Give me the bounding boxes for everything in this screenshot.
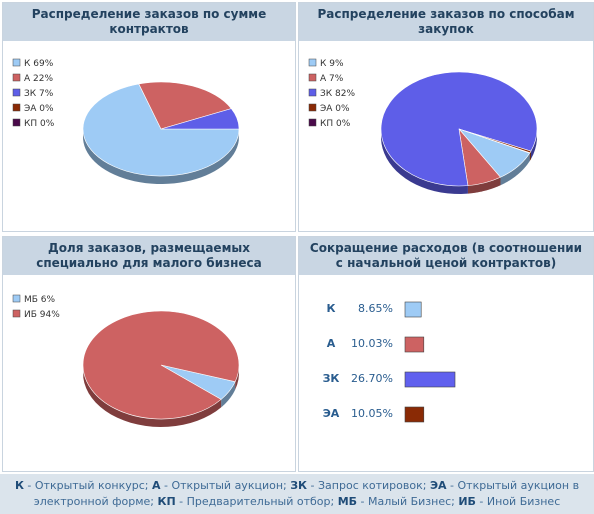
chart-area: К 8.65% А 10.03% ЗК 26.70% ЭА 10.05% [299, 275, 593, 471]
bar-value-label: 10.05% [351, 407, 393, 420]
bar-value-label: 8.65% [358, 302, 393, 315]
bar-category-label: К [327, 302, 336, 315]
legend-swatch [308, 88, 317, 97]
bar-value-label: 26.70% [351, 372, 393, 385]
footer-text: К - Открытый конкурс; А - Открытый аукци… [14, 479, 580, 508]
legend-item: ИБ 94% [24, 310, 60, 320]
legend-swatch [308, 73, 317, 82]
chart-area: К 69% А 22% ЗК 7% ЭА 0% КП 0% [3, 41, 295, 231]
legend-swatch [12, 58, 21, 67]
legend-swatch [12, 103, 21, 112]
chart-area: К 9% А 7% ЗК 82% ЭА 0% КП 0% [299, 41, 593, 231]
legend-item: КП 0% [320, 119, 351, 129]
chart-title: Доля заказов, размещаемых специально для… [3, 237, 295, 275]
pie-slice-А [138, 81, 232, 130]
legend-swatch [12, 88, 21, 97]
legend-item: ЗК 82% [320, 89, 355, 99]
pie-depth [83, 131, 239, 184]
panel-methods: Распределение заказов по способам закупо… [298, 2, 594, 232]
pie-slice-КП [458, 128, 531, 154]
bar-А [404, 336, 425, 353]
bar-ЗК [404, 371, 456, 388]
legend-item: КП 0% [24, 119, 55, 129]
chart-title: Распределение заказов по способам закупо… [299, 3, 593, 41]
panel-small-business: Доля заказов, размещаемых специально для… [2, 236, 296, 472]
legend-item: ЭА 0% [24, 104, 54, 114]
legend-swatch [12, 73, 21, 82]
bar-category-label: ЭА [323, 407, 340, 420]
legend-footer: К - Открытый конкурс; А - Открытый аукци… [0, 474, 594, 514]
chart-title: Сокращение расходов (в соотношении с нач… [299, 237, 593, 275]
pie-slice-ИБ [82, 310, 240, 420]
bar-К [404, 301, 422, 318]
bar-value-label: 10.03% [351, 337, 393, 350]
legend-item: ЗК 7% [24, 89, 54, 99]
pie-chart-small-business: МБ 6% ИБ 94% [12, 294, 240, 427]
legend-item: А 7% [320, 74, 344, 84]
legend-item: К 9% [320, 59, 344, 69]
pie-slice-ЗК [160, 108, 240, 130]
legend-swatch [12, 118, 21, 127]
chart-area: МБ 6% ИБ 94% [3, 275, 295, 471]
legend-swatch [12, 309, 21, 318]
legend-item: К 69% [24, 59, 54, 69]
legend-swatch [308, 103, 317, 112]
bar-ЭА [404, 406, 425, 423]
panel-savings: Сокращение расходов (в соотношении с нач… [298, 236, 594, 472]
legend-swatch [12, 294, 21, 303]
chart-title: Распределение заказов по сумме контракто… [3, 3, 295, 41]
pie-slice-К [82, 83, 240, 177]
legend-item: ЭА 0% [320, 104, 350, 114]
pie-chart-amount: К 69% А 22% ЗК 7% ЭА 0% КП 0% [12, 58, 240, 184]
bar-chart-savings: К 8.65% А 10.03% ЗК 26.70% ЭА 10.05% [323, 301, 456, 423]
legend-item: А 22% [24, 74, 53, 84]
legend-item: МБ 6% [24, 295, 56, 305]
bar-category-label: А [327, 337, 336, 350]
panel-amount: Распределение заказов по сумме контракто… [2, 2, 296, 232]
pie-chart-methods: К 9% А 7% ЗК 82% ЭА 0% КП 0% [308, 58, 538, 194]
bar-category-label: ЗК [323, 372, 340, 385]
legend-swatch [308, 58, 317, 67]
pie-slice-ЗК [380, 71, 538, 187]
legend-swatch [308, 118, 317, 127]
